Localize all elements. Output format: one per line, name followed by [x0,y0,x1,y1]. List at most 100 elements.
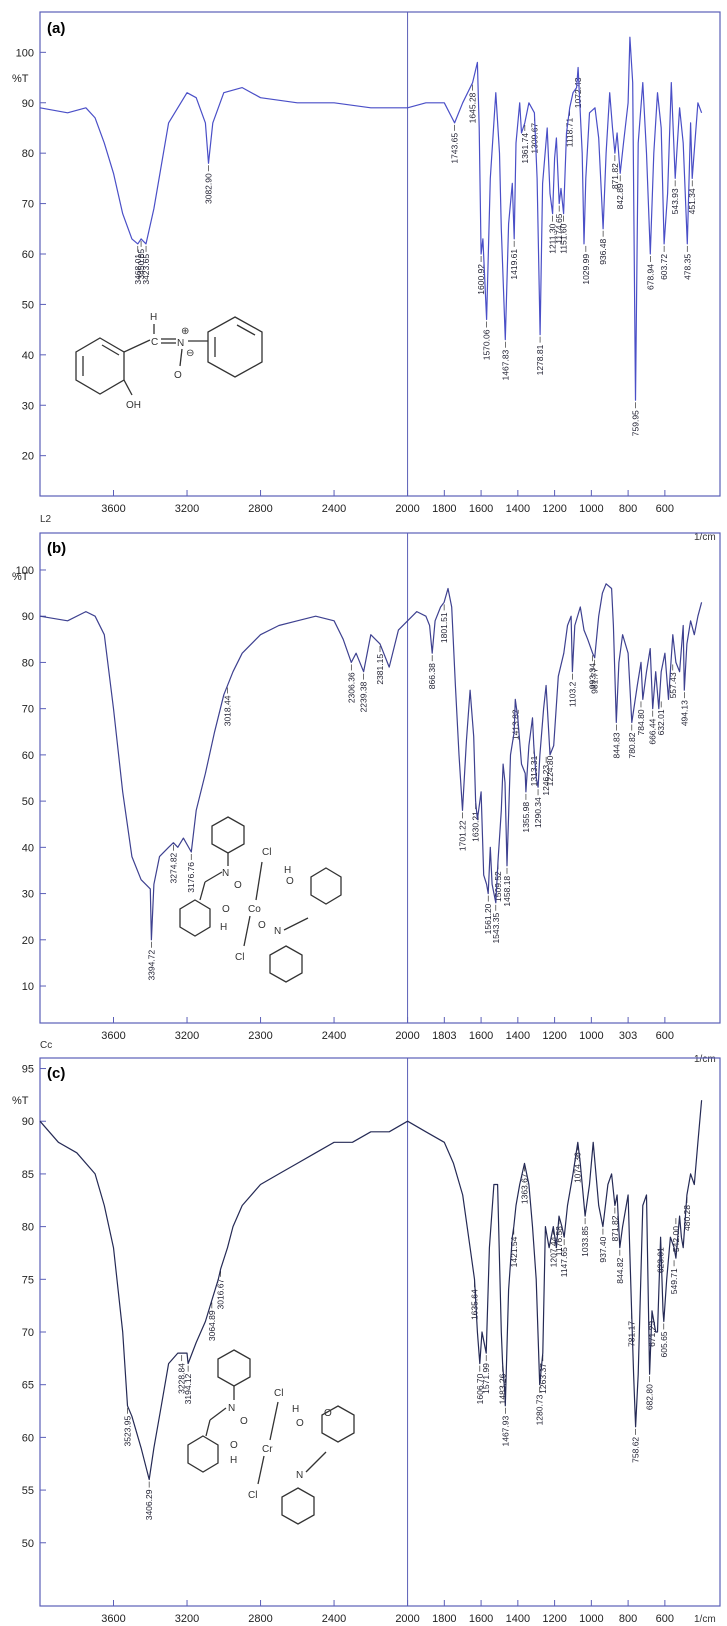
peak-label: 871.82 [610,1215,620,1241]
peak-label: 557.43 [668,672,678,698]
panel-b-y-tick-label: 20 [22,935,34,947]
panel-a-y-tick-label: 20 [22,451,34,463]
panel-c-series [39,1100,703,1481]
panel-a-x-tick-label: 1200 [542,503,566,515]
peak-label: 1174.65 [554,213,564,243]
peak-label: 993.34 [588,663,598,689]
peak-label: 1743.65 [450,133,460,164]
panel-a-y-tick-label: 60 [22,249,34,261]
panel-a-x-tick-label: 1800 [432,503,456,515]
peak-label: 543.93 [670,188,680,214]
peak-label: 1413.82 [510,709,520,740]
peak-label: 1630.21 [471,811,481,842]
h1-label-c: H [230,1455,237,1466]
o2-label: O [222,904,230,915]
peak-label: 842.89 [615,183,625,209]
panel-a-x-tick-label: 1400 [506,503,530,515]
peak-label: 2381.15 [375,654,385,685]
h2-label-c: H [292,1404,299,1415]
panel-a-series [39,36,703,401]
peak-label: 1278.81 [535,344,545,375]
peak-label: 1458.18 [502,876,512,907]
peak-label: 3423.65 [141,254,151,285]
peak-label: 1363.67 [519,1173,529,1204]
right-phenol [310,867,342,905]
peak-label: 1151.60 [559,223,569,253]
peak-label: 1421.54 [509,1236,519,1267]
panel-c-y-tick-label: 80 [22,1222,34,1234]
peak-label: 3468.01 [133,254,143,285]
peak-label: 1467.83 [500,349,510,380]
panel-c-structure: N O O H Cr Cl Cl O H O N [187,1349,355,1525]
panel-b-y-tick-label: 90 [22,611,34,623]
peak-label: 623.01 [656,1247,666,1273]
panel-c-y-tick-label: 60 [22,1432,34,1444]
o1-label: O [234,880,242,891]
peak-label: 1355.98 [521,802,531,833]
panel-a-x-tick-label: 3200 [175,503,199,515]
panel-b-y-tick-label: 80 [22,657,34,669]
peak-label: 780.82 [627,732,637,758]
peak-label: 3082.90 [204,173,214,204]
peak-label: 936.48 [598,239,608,265]
panel-b-peak-labels: 3394.72 3274.82 3176.76 3018.44 2306.36 2239.… [146,604,689,981]
panel-c-x-tick-label: 3600 [101,1613,125,1625]
panel-a-ylabel: %T [12,73,29,85]
panel-b-axes: 3600 3200 2300 2400 2000 1803 1600 1400 1200 1000… [16,533,674,1042]
panel-a-x-tick-label: 1000 [579,503,603,515]
panel-a-y-tick-label: 50 [22,299,34,311]
right-phenol-c [321,1405,355,1443]
peak-label: 1600.92 [476,264,486,295]
panel-a-x-tick-label: 600 [656,503,674,515]
panel-a-x-tick-label: 800 [619,503,637,515]
bottom-phenyl [269,945,303,983]
peak-label: 758.62 [631,1437,641,1463]
peak-label: 1635.64 [469,1289,479,1320]
panel-c-x-tick-label: 1200 [542,1613,566,1625]
peak-label: 844.83 [611,732,621,758]
peak-label: 3394.72 [146,950,156,981]
n1-label-c: N [228,1403,235,1414]
peak-label: 1571.99 [481,1363,491,1394]
panel-a-label: (a) [47,20,65,37]
peak-label: 1246.23 [541,765,551,796]
panel-b-y-tick-label: 60 [22,750,34,762]
peak-label: 1645.28 [468,92,478,123]
peak-label: 1606.70 [475,1373,485,1404]
peak-label: 3016.67 [216,1279,226,1310]
peak-label: 3406.29 [144,1489,154,1520]
peak-label: 480.28 [682,1205,692,1231]
panel-b-label: (b) [47,540,66,557]
peak-label: 1801.51 [439,612,449,643]
panel-a-x-tick-label: 3600 [101,503,125,515]
n2-label-c: N [296,1470,303,1481]
panel-c-x-tick-label: 2000 [395,1613,419,1625]
panel-b-y-tick-label: 40 [22,842,34,854]
panel-c-y-tick-label: 85 [22,1169,34,1181]
metal-c: Cr [262,1444,273,1455]
o4-label: O [258,920,266,931]
panel-c-y-tick-label: 95 [22,1064,34,1076]
peak-label: 871.82 [610,163,620,189]
panel-c-y-tick-label: 55 [22,1485,34,1497]
panel-a-x-tick-label: 2400 [322,503,346,515]
peak-label: 1280.73 [535,1394,545,1425]
peak-label: 3523.95 [122,1416,132,1447]
peak-label: 632.01 [656,709,666,735]
plus-label: ⊕ [181,326,189,337]
peak-label: 1543.35 [491,913,501,944]
panel-a-spectrum-line [39,36,703,401]
panel-c-y-tick-label: 50 [22,1538,34,1550]
panel-c-axes: 3600 3200 2800 2400 2000 1800 1600 1400 1200 1000… [22,1058,674,1625]
panel-b-spectrum-line [39,583,703,941]
peak-label: 682.80 [645,1384,655,1410]
panel-c-y-tick-label: 90 [22,1116,34,1128]
peak-label: 759.95 [630,410,640,436]
panel-b: (b) %T L2 1/cm 3600 3200 2300 2400 2000 1803 1… [12,514,721,1065]
peak-label: 2239.38 [359,681,369,712]
peak-label: 1224.80 [545,755,555,786]
left-phenol [179,899,211,937]
panel-a-y-tick-label: 80 [22,148,34,160]
peak-label: 1029.99 [581,254,591,285]
